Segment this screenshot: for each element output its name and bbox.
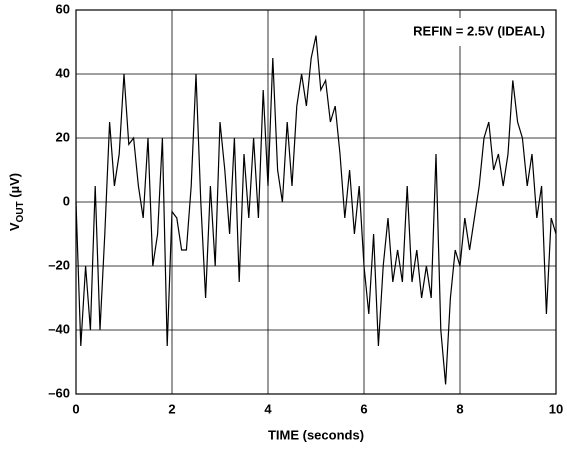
y-tick-label: 40 bbox=[56, 65, 70, 80]
annotation-box bbox=[372, 18, 550, 46]
x-tick-label: 10 bbox=[549, 401, 563, 416]
y-tick-label: –60 bbox=[48, 385, 70, 400]
x-tick-label: 6 bbox=[360, 401, 367, 416]
y-tick-label: 0 bbox=[63, 193, 70, 208]
annotation: REFIN = 2.5V (IDEAL) bbox=[413, 23, 545, 38]
y-tick-label: 60 bbox=[56, 1, 70, 16]
y-tick-label: –20 bbox=[48, 257, 70, 272]
x-tick-label: 2 bbox=[168, 401, 175, 416]
y-axis-label: VOUT (µV) bbox=[7, 173, 25, 231]
data-line bbox=[75, 35, 557, 385]
x-tick-label: 4 bbox=[264, 401, 272, 416]
x-tick-label: 8 bbox=[456, 401, 463, 416]
y-tick-label: –40 bbox=[48, 321, 70, 336]
x-axis-label: TIME (seconds) bbox=[268, 427, 364, 442]
x-tick-label: 0 bbox=[72, 401, 79, 416]
y-tick-label: 20 bbox=[56, 129, 70, 144]
